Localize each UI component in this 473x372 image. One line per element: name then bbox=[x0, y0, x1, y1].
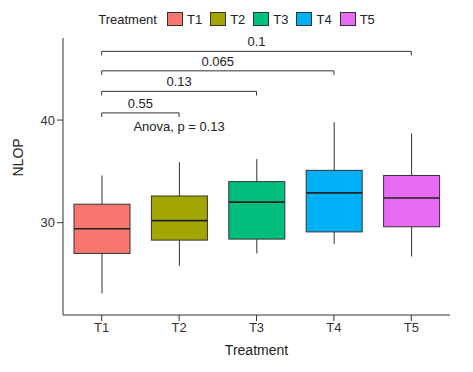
svg-text:T2: T2 bbox=[172, 320, 187, 335]
html-text:T1: T1 bbox=[187, 11, 203, 27]
html-text:T5: T5 bbox=[359, 11, 375, 27]
svg-text:0.065: 0.065 bbox=[202, 54, 235, 69]
svg-text:30: 30 bbox=[41, 215, 55, 230]
svg-text:0.55: 0.55 bbox=[128, 96, 153, 111]
svg-text:NLOP: NLOP bbox=[10, 138, 26, 176]
html-text:T2: T2 bbox=[230, 11, 246, 27]
svg-text:T4: T4 bbox=[326, 320, 341, 335]
svg-text:T3: T3 bbox=[249, 320, 264, 335]
html-text:T4: T4 bbox=[316, 11, 332, 27]
svg-text:T1: T1 bbox=[94, 320, 109, 335]
svg-text:0.13: 0.13 bbox=[166, 74, 191, 89]
html-text:T3: T3 bbox=[273, 11, 289, 27]
svg-text:T5: T5 bbox=[404, 320, 419, 335]
svg-text:0.1: 0.1 bbox=[247, 34, 265, 49]
svg-text:Treatment: Treatment bbox=[225, 342, 288, 358]
svg-text:40: 40 bbox=[41, 113, 55, 128]
html-text:Treatment: Treatment bbox=[98, 11, 157, 27]
svg-text:Anova, p = 0.13: Anova, p = 0.13 bbox=[133, 119, 224, 134]
